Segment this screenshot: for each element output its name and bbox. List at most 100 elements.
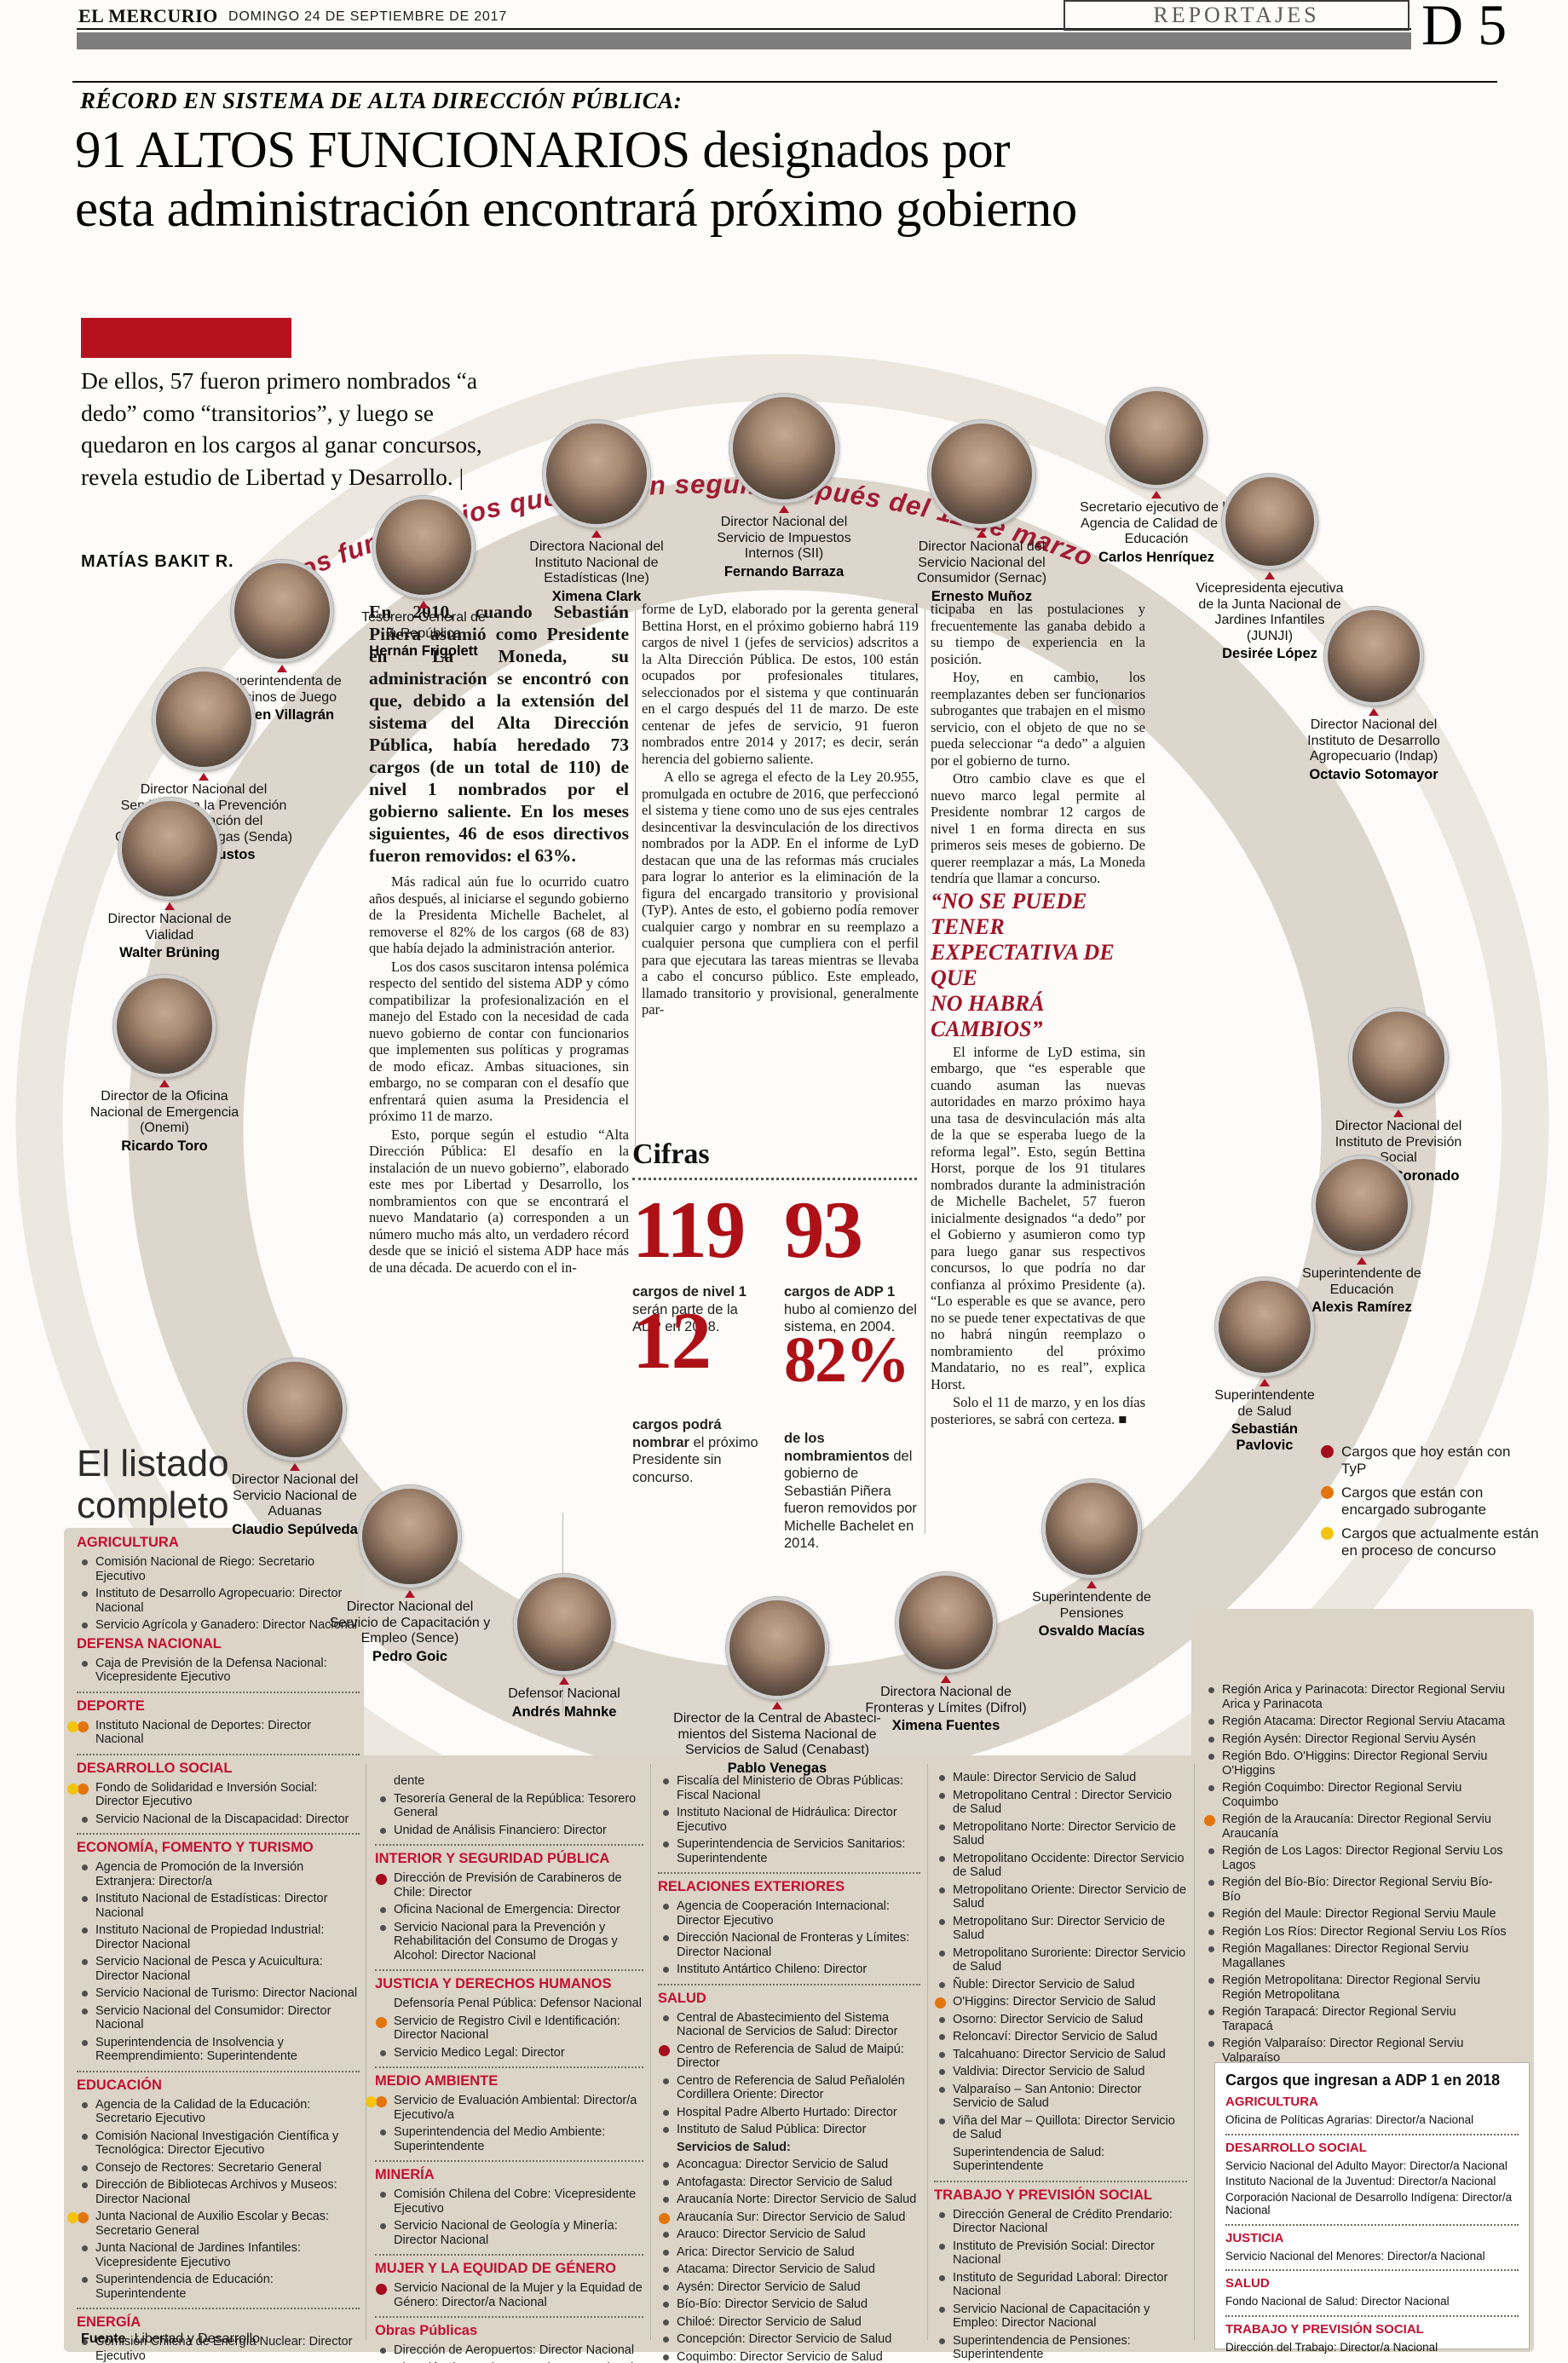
portrait-lopez [1222, 474, 1317, 569]
list-item: Servicio Nacional del Menores: Director/… [1225, 2250, 1519, 2263]
list-item: Maule: Director Servicio de Salud [934, 1771, 1187, 1785]
list-item-text: Instituto de Previsión Social: Director … [953, 2239, 1155, 2268]
list-item-text: Servicio Agrícola y Ganadero: Director N… [95, 1618, 358, 1632]
bullet-p-icon [380, 1924, 386, 1931]
bullet-p-icon [82, 1991, 88, 1997]
list-item-text: Ñuble: Director Servicio de Salud [953, 1977, 1135, 1991]
list-item-text: Chiloé: Director Servicio de Salud [677, 2314, 862, 2329]
list-section-heading: ECONOMÍA, FOMENTO Y TURISMO [77, 1833, 360, 1856]
photo-role: Director Nacional del Servicio Nacional … [231, 1473, 359, 1519]
bullet-p-icon [939, 1950, 945, 1957]
list-column-4: Maule: Director Servicio de Salud Metropo… [934, 1771, 1187, 2363]
list-item-text: Fiscalía del Ministerio de Obras Pública… [677, 1774, 903, 1802]
bullet-yo-icon [67, 2212, 89, 2223]
list-item: Servicio Nacional del Consumidor: Direct… [77, 2004, 360, 2032]
photo-role: Director Nacional del Servicio de Capaci… [329, 1599, 491, 1645]
list-item-text: Superintendencia de Pensiones: Superinte… [953, 2333, 1131, 2362]
bullet-o-icon [659, 2212, 670, 2224]
bullet-p-icon [1208, 1928, 1214, 1935]
list-item-text: Servicio Nacional del Menores: Director/… [1225, 2249, 1485, 2262]
list-section-heading: JUSTICIA Y DERECHOS HUMANOS [375, 1969, 643, 1992]
list-item: Servicio Nacional de Pesca y Acuicultura… [77, 1955, 360, 1983]
list-item: Agencia de Promoción de la Inversión Ext… [77, 1860, 360, 1888]
bullet-p-icon [663, 2337, 669, 2343]
list-section-heading: RELACIONES EXTERIORES [658, 1872, 920, 1895]
list-item: Región Valparaíso: Director Regional Ser… [1203, 2037, 1508, 2065]
photo-role: Secretario ejecutivo de la Agencia de Ca… [1080, 500, 1233, 546]
photo-role: Director Nacional del Instituto de Desar… [1307, 718, 1440, 764]
bullet-p-icon [939, 1981, 945, 1988]
list-item-text: Atacama: Director Servicio de Salud [677, 2262, 875, 2276]
list-section-heading: ENERGÍA [77, 2308, 360, 2331]
list-item-text: Región Los Ríos: Director Regional Servi… [1222, 1924, 1507, 1939]
photo-role: Directora Nacional del Instituto Naciona… [529, 539, 664, 585]
photo-role: Director Nacional del Servicio Nacional … [916, 539, 1047, 585]
list-item-text: Servicio Nacional de Capacitación y Empl… [953, 2302, 1150, 2331]
bullet-p-icon [1208, 1848, 1214, 1854]
portrait-ramirez [1312, 1156, 1411, 1254]
bullet-p-icon [663, 2232, 669, 2238]
bullet-p-icon [663, 2078, 669, 2084]
list-item: Arauco: Director Servicio de Salud [658, 2228, 920, 2242]
list-item: Región Arica y Parinacota: Director Regi… [1203, 1683, 1508, 1711]
photo-sepulveda: Director Nacional del Servicio Nacional … [204, 1358, 387, 1538]
bullet-p-icon [663, 2109, 669, 2116]
list-item-text: Central de Abastecimiento del Sistema Na… [677, 2010, 898, 2039]
list-item-text: Servicio de Evaluación Ambiental: Direct… [394, 2094, 637, 2122]
list-item: Metropolitano Sur: Director Servicio de … [934, 1915, 1187, 1943]
list-item-text: Centro de Referencia de Salud Peñalolén … [677, 2073, 905, 2102]
bullet-p-icon [380, 2130, 386, 2135]
portrait-sotomayor [1324, 607, 1423, 706]
portrait-toro [113, 975, 216, 1077]
article-paragraph: Otro cambio clave es que el nuevo marco … [931, 770, 1145, 886]
photo-role: Superintendente de Educación [1302, 1266, 1421, 1297]
list-item-text: Fondo Nacional de Salud: Director Nacion… [1225, 2295, 1450, 2308]
list-item: Oficina de Políticas Agrarias: Director/… [1225, 2113, 1519, 2127]
list-item-text: Araucanía Sur: Director Servicio de Salu… [677, 2210, 906, 2224]
bullet-p-icon [939, 1775, 945, 1781]
list-item: Metropolitano Occidente: Director Servic… [934, 1852, 1187, 1880]
list-item: Comisión Nacional de Riego: Secretario E… [77, 1555, 360, 1583]
photo-name: Sebastián Pavlovic [1231, 1421, 1298, 1453]
article-paragraph: ticipaba en las postulaciones y frecuent… [931, 601, 1145, 667]
list-item: Agencia de la Calidad de la Educación: S… [77, 2098, 360, 2126]
caption-arrow-icon [1265, 572, 1275, 579]
article-paragraph: forme de LyD, elaborado por la gerenta g… [642, 601, 919, 767]
article-paragraph: A ello se agrega el efecto de la Ley 20.… [642, 769, 919, 1017]
bullet-p-icon [82, 2339, 88, 2345]
list-item-text: Instituto Nacional de Deportes: Director… [95, 1718, 312, 1747]
photo-name: Alexis Ramírez [1311, 1300, 1412, 1315]
bullet-p-icon [663, 2354, 669, 2360]
list-item-text: Región Atacama: Director Regional Serviu… [1222, 1715, 1506, 1728]
bullet-p-icon [663, 1841, 669, 1847]
list-item: Fiscalía del Ministerio de Obras Pública… [658, 1774, 920, 1802]
list-item-text: Metropolitano Central : Director Servici… [953, 1788, 1173, 1817]
listado-title: El listado completo [77, 1443, 229, 1526]
list-item: Unidad de Análisis Financiero: Director [375, 1824, 643, 1838]
list-item: Servicio Medico Legal: Director [375, 2046, 643, 2060]
portrait-frigolett [372, 496, 475, 598]
list-section-heading: MINERÍA [375, 2160, 643, 2183]
list-item: Metropolitano Suroriente: Director Servi… [934, 1946, 1187, 1974]
legend-item: Cargos que hoy están con TyP [1321, 1444, 1539, 1477]
list-item: Comisión Chilena de Energía Nuclear: Dir… [77, 2335, 360, 2363]
list-item: Comisión Nacional Investigación Científi… [77, 2130, 360, 2158]
list-item-text: Instituto de Seguridad Laboral: Director… [953, 2270, 1168, 2299]
beige-bg-right [1191, 1609, 1534, 1762]
list-item-text: Dirección de Bibliotecas Archivos y Muse… [95, 2178, 337, 2206]
caption-arrow-icon [1393, 1109, 1404, 1117]
list-item-text: Comisión Chilena del Cobre: Vicepresiden… [394, 2187, 637, 2216]
photo-role: Defensor Nacional [508, 1686, 620, 1701]
photo-sotomayor: Director Nacional del Instituto de Desar… [1278, 607, 1470, 783]
photo-ramirez: Superintendente de Educación Alexis Ramír… [1272, 1156, 1451, 1316]
photo-clark: Directora Nacional del Instituto Naciona… [507, 420, 686, 605]
source-value: Libertad y Desarrollo [134, 2331, 261, 2346]
cifra-number: 93 [784, 1184, 863, 1275]
list-item: Osorno: Director Servicio de Salud [934, 2013, 1187, 2027]
bullet-p-icon [1208, 2041, 1214, 2047]
list-item-text: Agencia de la Calidad de la Educación: S… [95, 2097, 311, 2126]
list-item: Instituto de Seguridad Laboral: Director… [934, 2271, 1187, 2299]
list-item-text: Valdivia: Director Servicio de Salud [953, 2065, 1145, 2078]
pull-quote: “NO SE PUEDE TENER EXPECTATIVA DE QUE NO… [931, 888, 1115, 1041]
bullet-p-icon [939, 2306, 945, 2313]
